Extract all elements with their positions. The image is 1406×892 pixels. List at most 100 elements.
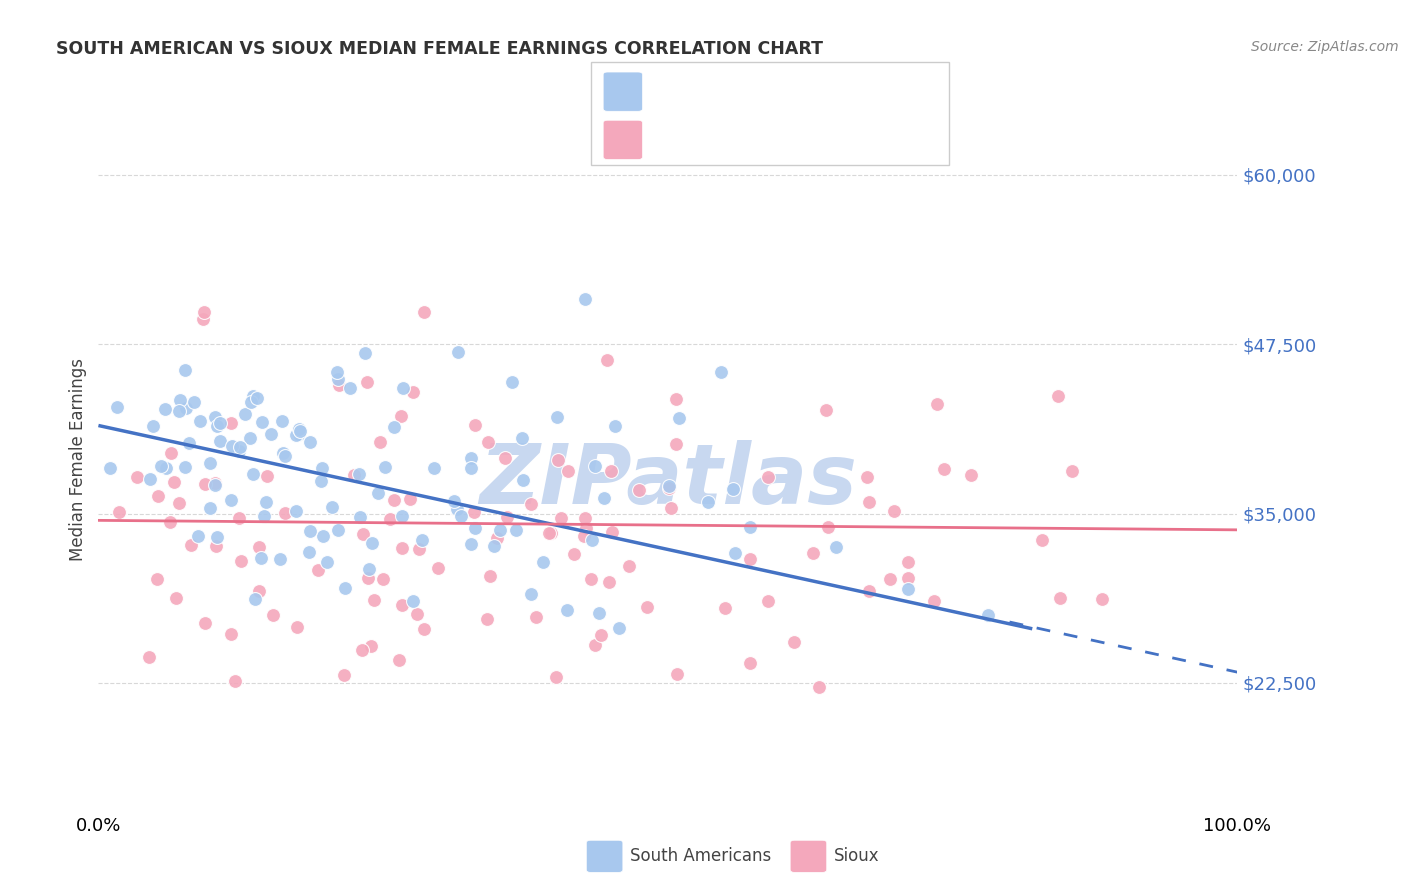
Point bbox=[298, 435, 321, 450]
Point bbox=[756, 594, 779, 608]
Point bbox=[250, 551, 273, 566]
Point bbox=[177, 436, 200, 450]
Point bbox=[368, 434, 391, 449]
Point bbox=[408, 541, 430, 556]
Point bbox=[721, 482, 744, 496]
Point bbox=[475, 612, 498, 626]
Point bbox=[224, 673, 246, 688]
Point bbox=[169, 392, 191, 407]
Point bbox=[174, 401, 197, 416]
Point bbox=[463, 505, 485, 519]
Point bbox=[228, 511, 250, 525]
Point bbox=[180, 538, 202, 552]
Point bbox=[574, 292, 596, 306]
Point bbox=[501, 376, 523, 390]
Point bbox=[160, 446, 183, 460]
Text: R =: R = bbox=[650, 83, 689, 101]
Point bbox=[288, 422, 311, 436]
Point bbox=[254, 495, 277, 509]
Point bbox=[356, 376, 378, 390]
Point bbox=[193, 304, 215, 318]
Point bbox=[446, 501, 468, 516]
Point bbox=[357, 571, 380, 585]
Point bbox=[311, 475, 333, 489]
Point bbox=[595, 353, 617, 368]
Point bbox=[262, 607, 284, 622]
Point bbox=[665, 392, 688, 406]
Text: Source: ZipAtlas.com: Source: ZipAtlas.com bbox=[1251, 40, 1399, 54]
Point bbox=[405, 607, 427, 622]
Point bbox=[221, 627, 243, 641]
Point bbox=[250, 415, 273, 429]
Point bbox=[191, 311, 214, 326]
Point bbox=[374, 460, 396, 475]
Point bbox=[312, 529, 335, 543]
Point bbox=[219, 416, 242, 430]
Point bbox=[107, 505, 129, 519]
Point bbox=[271, 414, 294, 428]
Point bbox=[593, 491, 616, 505]
Point bbox=[713, 600, 735, 615]
Point bbox=[665, 437, 688, 451]
Point bbox=[659, 500, 682, 515]
Text: ZIPatlas: ZIPatlas bbox=[479, 440, 856, 521]
Point bbox=[544, 670, 567, 684]
Point bbox=[443, 494, 465, 508]
Point bbox=[242, 389, 264, 403]
Point bbox=[668, 411, 690, 425]
Point bbox=[588, 607, 610, 621]
Point bbox=[740, 656, 762, 670]
Point bbox=[204, 478, 226, 492]
Point bbox=[188, 414, 211, 428]
Text: SOUTH AMERICAN VS SIOUX MEDIAN FEMALE EARNINGS CORRELATION CHART: SOUTH AMERICAN VS SIOUX MEDIAN FEMALE EA… bbox=[56, 40, 824, 58]
Point bbox=[167, 496, 190, 510]
Point bbox=[557, 464, 579, 478]
Point bbox=[427, 560, 450, 574]
Point bbox=[807, 680, 830, 694]
Point bbox=[598, 574, 620, 589]
Point bbox=[464, 417, 486, 432]
Point bbox=[960, 467, 983, 482]
Point bbox=[146, 572, 169, 586]
Point bbox=[347, 467, 370, 482]
Point bbox=[817, 520, 839, 534]
Point bbox=[574, 529, 596, 543]
Point bbox=[977, 608, 1000, 623]
Point bbox=[273, 445, 295, 459]
Point bbox=[520, 497, 543, 511]
Point bbox=[382, 420, 405, 434]
Point bbox=[505, 523, 527, 537]
Point bbox=[194, 616, 217, 631]
Text: -0.350: -0.350 bbox=[681, 83, 745, 101]
Point bbox=[371, 572, 394, 586]
Point bbox=[1031, 533, 1053, 547]
Point bbox=[328, 523, 350, 537]
Point bbox=[783, 635, 806, 649]
Point bbox=[150, 458, 173, 473]
Point bbox=[738, 520, 761, 534]
Point bbox=[204, 475, 226, 490]
Point bbox=[388, 653, 411, 667]
Point bbox=[183, 394, 205, 409]
Point bbox=[391, 381, 413, 395]
Point bbox=[600, 525, 623, 540]
Point bbox=[298, 545, 321, 559]
Point bbox=[229, 441, 252, 455]
Point bbox=[200, 501, 222, 516]
Point bbox=[378, 512, 401, 526]
Point bbox=[710, 365, 733, 379]
Point bbox=[349, 510, 371, 524]
Point bbox=[219, 493, 242, 508]
Point bbox=[510, 431, 533, 445]
Point bbox=[198, 456, 221, 470]
Point bbox=[321, 500, 343, 514]
Text: N =: N = bbox=[762, 131, 814, 149]
Point bbox=[209, 417, 232, 431]
Point bbox=[360, 639, 382, 653]
Point bbox=[460, 460, 482, 475]
Point bbox=[343, 467, 366, 482]
Point bbox=[274, 507, 297, 521]
Point bbox=[605, 419, 627, 434]
Point bbox=[460, 451, 482, 466]
Point bbox=[253, 509, 276, 524]
